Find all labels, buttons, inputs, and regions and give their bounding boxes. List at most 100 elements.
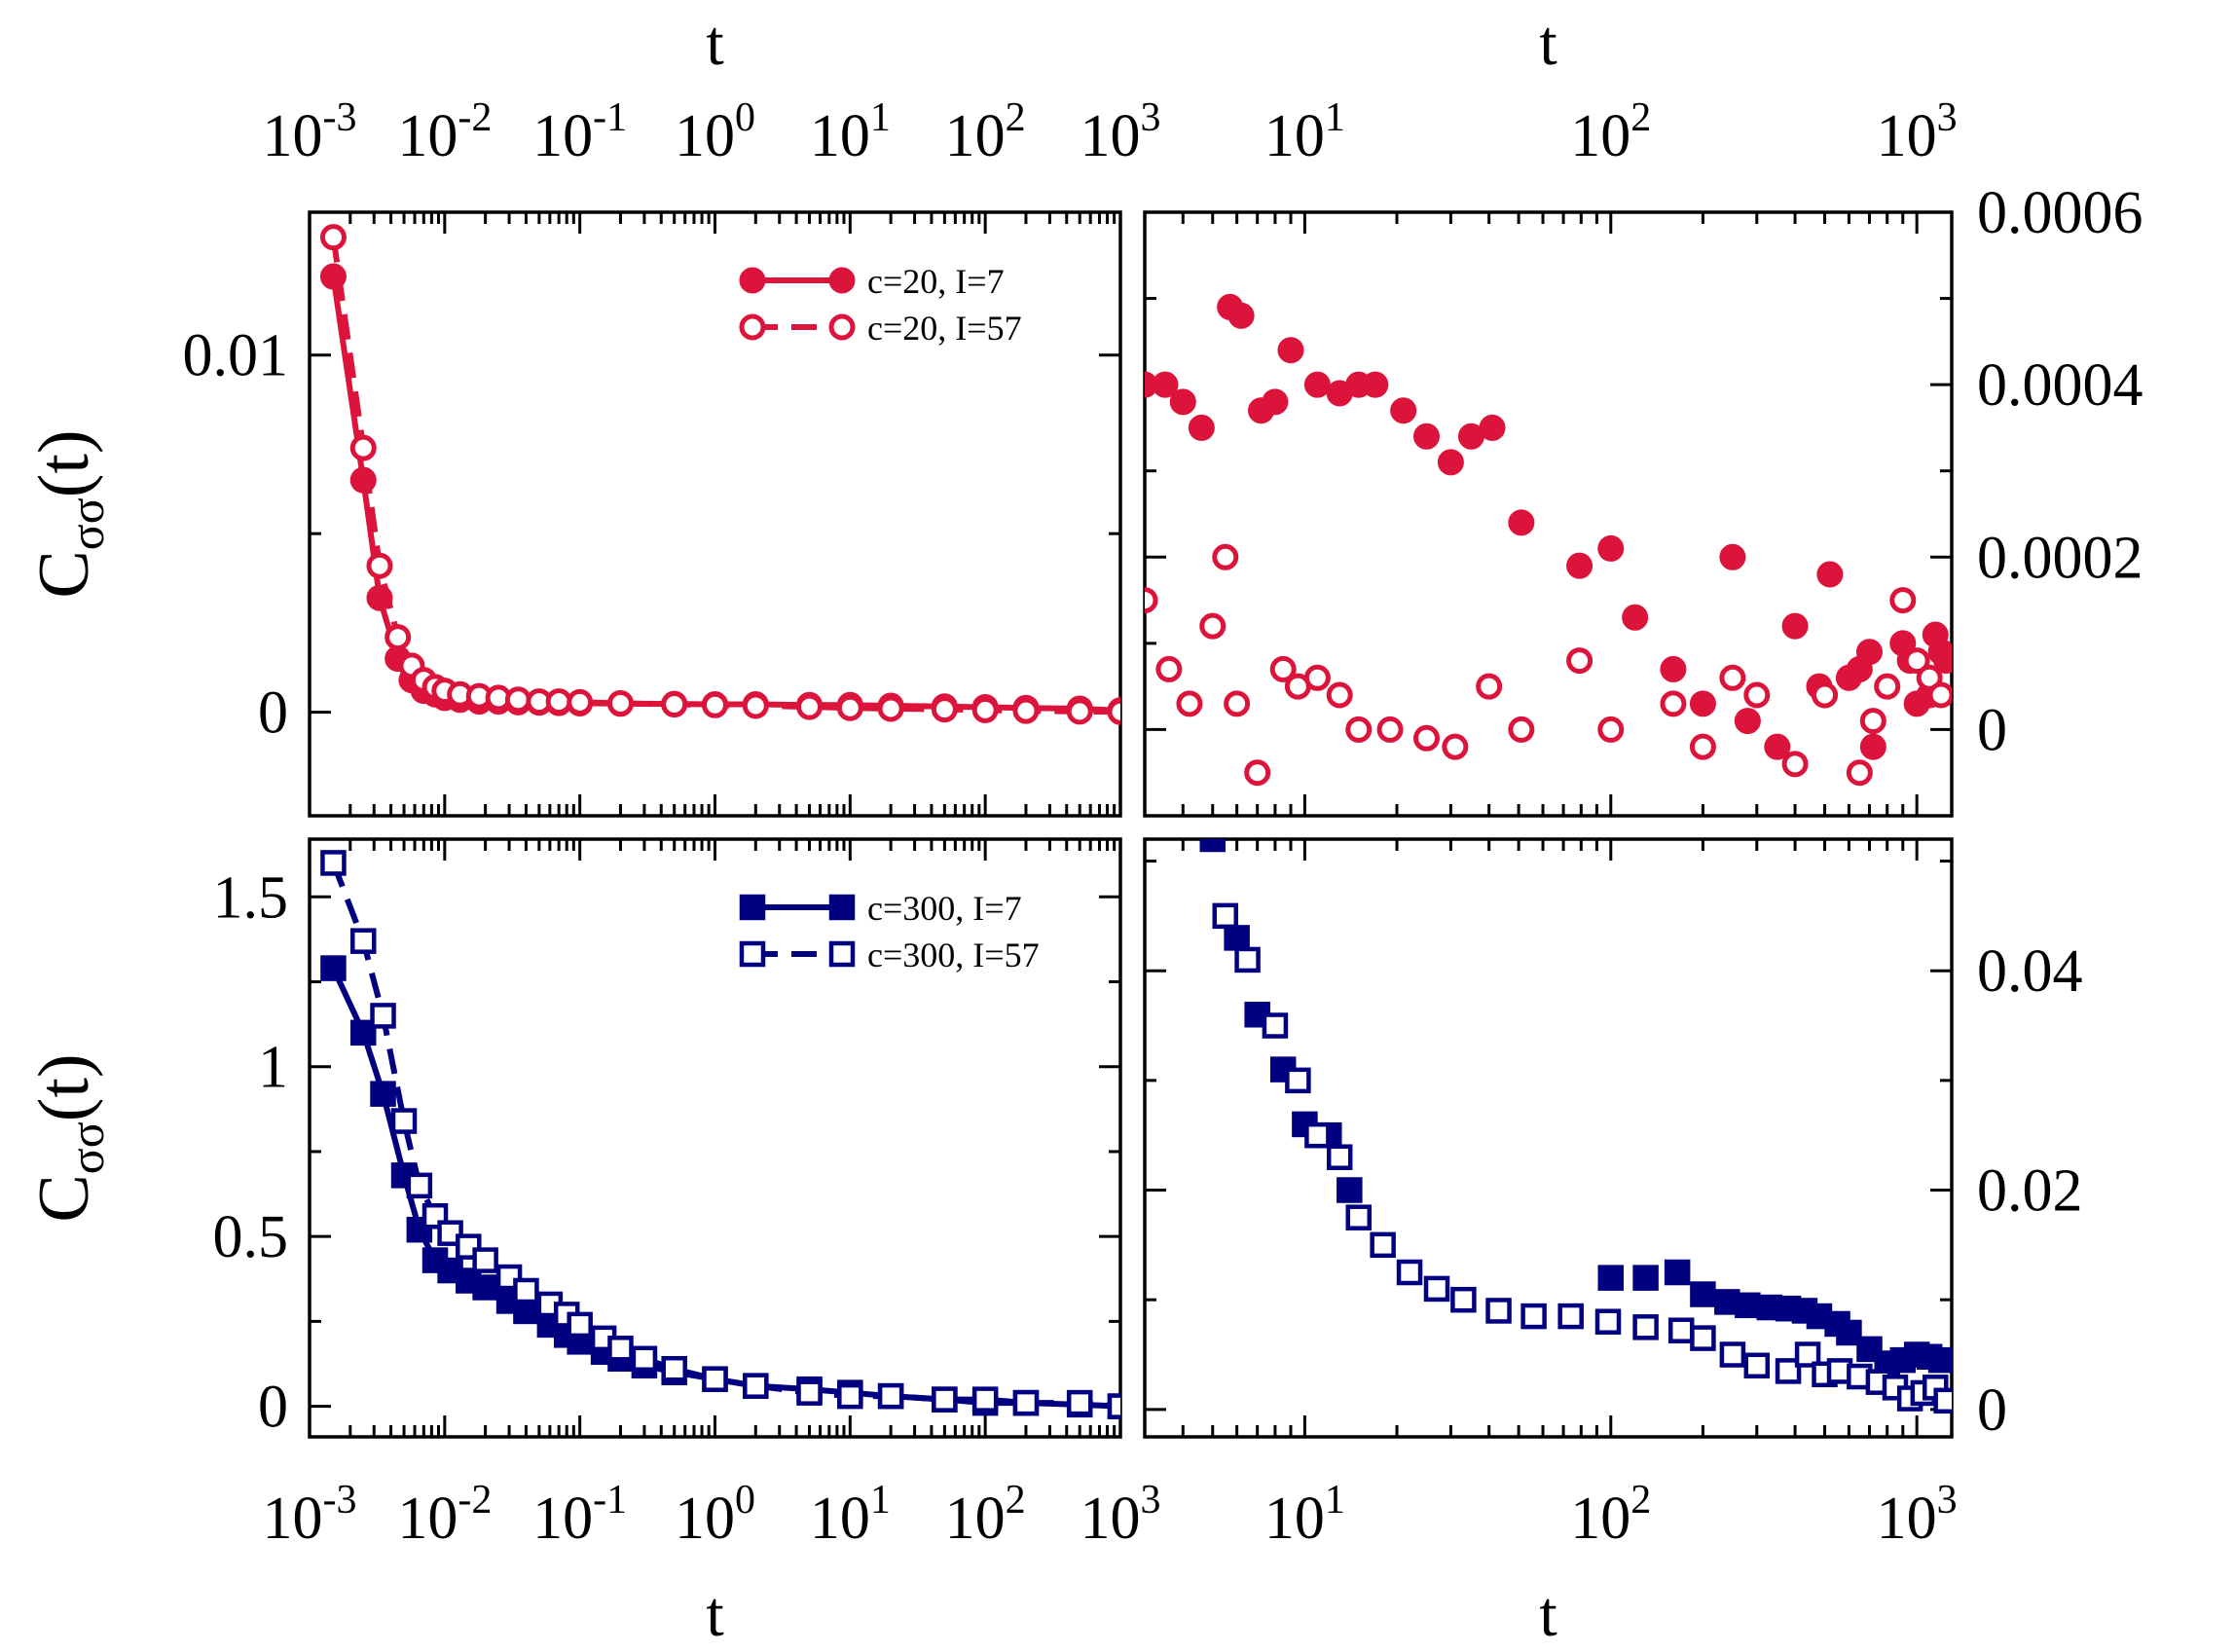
data-point xyxy=(1212,543,1239,570)
data-point xyxy=(319,224,347,251)
data-point xyxy=(1508,716,1535,743)
x-tick-label: 103 xyxy=(1877,1478,1958,1552)
data-point xyxy=(1689,733,1716,760)
data-point xyxy=(631,1345,658,1373)
data-point xyxy=(1667,1317,1695,1343)
data-point xyxy=(1664,1259,1691,1286)
panel-tl: 0 0.01 10-3 10-2 10-1 100 101 102 103 t Cσσ(t) c=20… xyxy=(24,8,1161,818)
x-tick-label: 101 xyxy=(1264,1478,1345,1552)
data-point xyxy=(1846,759,1873,787)
data-point xyxy=(1012,1389,1040,1416)
data-point xyxy=(349,928,377,954)
plot-frame xyxy=(1143,210,1954,818)
data-point xyxy=(1794,1341,1821,1368)
legend-label: c=300, I=7 xyxy=(867,889,1022,928)
panel-bl: 0 0.5 1 1.5 10-3 10-2 10-1 100 101 102 103 t Cσσ(t) c… xyxy=(24,837,1161,1650)
y-tick-label: 0 xyxy=(258,1375,288,1441)
data-point xyxy=(1303,664,1331,691)
y-tick-label: 1.5 xyxy=(213,864,289,931)
data-point xyxy=(1660,690,1687,717)
data-point xyxy=(1390,397,1417,424)
data-point xyxy=(828,940,856,968)
data-point xyxy=(1145,587,1158,614)
legend-label: c=20, I=7 xyxy=(867,262,1005,301)
x-tick-label: 103 xyxy=(1080,95,1161,169)
data-point xyxy=(1719,543,1746,570)
data-point xyxy=(1632,1314,1659,1340)
data-point xyxy=(607,1336,634,1362)
y-tick-label: 0.02 xyxy=(1977,1158,2083,1225)
x-tick-label: 100 xyxy=(675,1478,755,1552)
data-point xyxy=(1199,612,1227,640)
x-tick-label: 101 xyxy=(810,1478,891,1552)
data-point xyxy=(320,955,347,981)
data-point xyxy=(1326,1144,1353,1170)
y-tick-label: 0 xyxy=(258,680,288,747)
data-point xyxy=(1188,414,1215,441)
data-point xyxy=(1155,655,1183,682)
x-axis-label: t xyxy=(1539,1579,1556,1650)
data-point xyxy=(1362,371,1389,398)
x-tick-label: 10-2 xyxy=(397,95,492,169)
x-tick-label: 10-2 xyxy=(397,1478,492,1552)
data-point xyxy=(1855,639,1883,666)
data-point xyxy=(1442,733,1469,760)
data-point xyxy=(1345,1204,1373,1230)
data-point xyxy=(1816,561,1844,588)
data-point xyxy=(837,1382,863,1410)
data-point xyxy=(1269,655,1297,682)
data-point xyxy=(1107,698,1120,725)
data-point xyxy=(1199,839,1226,853)
data-point xyxy=(1326,681,1353,709)
x-tick-label: 102 xyxy=(1570,1478,1651,1552)
legend-label: c=300, I=57 xyxy=(867,936,1040,974)
y-tick-label: 0 xyxy=(1977,697,2007,763)
data-point xyxy=(1719,664,1746,691)
data-point xyxy=(349,1019,377,1046)
data-point xyxy=(1764,733,1791,760)
data-point xyxy=(1933,1387,1952,1414)
data-point xyxy=(606,689,634,716)
y-axis-label: Cσσ(t) xyxy=(24,429,114,598)
data-point xyxy=(1277,337,1304,364)
data-point xyxy=(1262,388,1289,416)
data-point xyxy=(1285,1067,1311,1094)
panel-tr: 0 0.0002 0.0004 0.0006 101 102 103 t xyxy=(1143,8,2143,818)
data-point xyxy=(1927,1346,1952,1374)
data-point xyxy=(1859,708,1886,735)
data-point xyxy=(1485,1298,1512,1324)
data-point xyxy=(1412,724,1440,752)
data-point xyxy=(661,691,688,718)
data-point xyxy=(366,552,393,579)
x-axis-label: t xyxy=(1539,8,1556,79)
x-tick-label: 10-3 xyxy=(263,1478,357,1552)
data-point xyxy=(1479,414,1506,441)
data-point xyxy=(1690,1281,1716,1307)
data-point xyxy=(739,940,766,968)
data-point xyxy=(1423,1275,1450,1303)
x-axis-label: t xyxy=(706,8,723,79)
data-point xyxy=(472,1274,498,1301)
data-point xyxy=(1597,716,1625,743)
y-tick-label: 0.0002 xyxy=(1977,525,2143,591)
panel-br: 0 0.02 0.04 101 102 103 t xyxy=(1143,837,2083,1650)
data-point xyxy=(1812,681,1839,709)
data-point xyxy=(1437,449,1464,476)
data-point xyxy=(1520,1303,1547,1330)
data-point xyxy=(1304,1121,1331,1149)
data-point xyxy=(1107,1393,1120,1419)
data-point xyxy=(1066,698,1093,725)
data-point xyxy=(739,313,766,341)
data-point xyxy=(702,691,728,718)
data-point xyxy=(1734,708,1761,735)
y-axis-label: Cσσ(t) xyxy=(24,1053,114,1222)
data-point xyxy=(1775,1358,1802,1384)
data-point xyxy=(971,1386,999,1413)
y-tick-label: 0.0004 xyxy=(1977,352,2143,419)
data-point xyxy=(1227,302,1255,329)
data-point xyxy=(1660,655,1687,682)
data-point xyxy=(1557,1303,1584,1330)
data-point xyxy=(836,694,863,721)
data-point xyxy=(1597,534,1625,562)
x-tick-label: 101 xyxy=(1264,95,1345,169)
